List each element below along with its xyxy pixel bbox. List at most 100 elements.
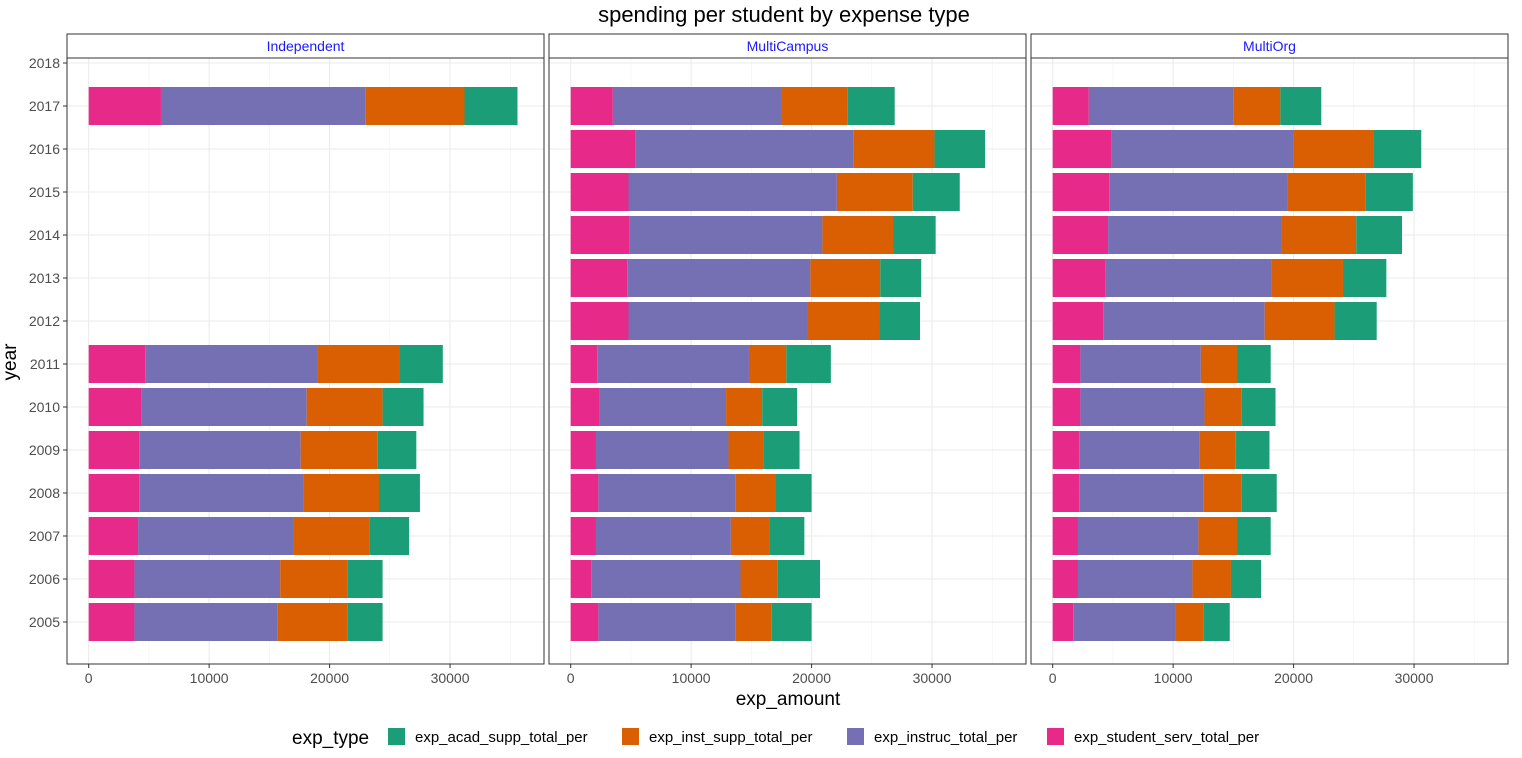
- bar-segment-exp-inst-supp-total-per: [1264, 302, 1335, 340]
- bar-segment-exp-acad-supp-total-per: [1334, 302, 1377, 340]
- bar-segment-exp-student-serv-total-per: [1052, 87, 1089, 125]
- bar-segment-exp-student-serv-total-per: [1052, 216, 1109, 254]
- bar-segment-exp-instruc-total-per: [591, 560, 741, 598]
- legend-label: exp_instruc_total_per: [874, 729, 1017, 746]
- y-tick-label: 2013: [29, 270, 60, 286]
- bar-segment-exp-instruc-total-per: [627, 259, 811, 297]
- bar-segment-exp-acad-supp-total-per: [880, 259, 922, 297]
- bar-segment-exp-student-serv-total-per: [570, 431, 596, 469]
- bar-segment-exp-inst-supp-total-per: [822, 216, 894, 254]
- bar-segment-exp-student-serv-total-per: [88, 431, 140, 469]
- facet-strip: [548, 33, 1027, 59]
- bar-segment-exp-student-serv-total-per: [1052, 173, 1110, 211]
- bar-segment-exp-student-serv-total-per: [1052, 474, 1080, 512]
- legend-label: exp_inst_supp_total_per: [649, 729, 812, 746]
- facet-strip-label: MultiCampus: [747, 38, 829, 54]
- y-tick-label: 2011: [30, 356, 60, 372]
- bar-segment-exp-acad-supp-total-per: [1356, 216, 1402, 254]
- bar-segment-exp-acad-supp-total-per: [771, 603, 812, 641]
- bar-segment-exp-student-serv-total-per: [88, 474, 140, 512]
- bar-segment-exp-inst-supp-total-per: [728, 431, 764, 469]
- y-tick-label: 2009: [29, 442, 60, 458]
- bar-segment-exp-instruc-total-per: [628, 173, 837, 211]
- bar-segment-exp-acad-supp-total-per: [847, 87, 895, 125]
- bar-segment-exp-student-serv-total-per: [570, 173, 629, 211]
- bar-segment-exp-student-serv-total-per: [570, 517, 596, 555]
- bar-segment-exp-acad-supp-total-per: [347, 603, 383, 641]
- bar-segment-exp-instruc-total-per: [595, 431, 729, 469]
- bar-segment-exp-student-serv-total-per: [570, 388, 600, 426]
- x-tick-label: 10000: [190, 670, 229, 686]
- bar-segment-exp-inst-supp-total-per: [1271, 259, 1343, 297]
- y-tick-label: 2006: [29, 571, 60, 587]
- x-tick-label: 20000: [792, 670, 831, 686]
- bar-segment-exp-instruc-total-per: [597, 345, 749, 383]
- bar-segment-exp-instruc-total-per: [1079, 474, 1204, 512]
- bar-segment-exp-acad-supp-total-per: [347, 560, 383, 598]
- bar-segment-exp-acad-supp-total-per: [777, 560, 821, 598]
- x-tick-label: 0: [85, 670, 93, 686]
- x-tick-label: 30000: [913, 670, 952, 686]
- bar-segment-exp-student-serv-total-per: [1052, 259, 1106, 297]
- facet-strip: [1030, 33, 1509, 59]
- bar-segment-exp-acad-supp-total-per: [769, 517, 805, 555]
- bar-segment-exp-inst-supp-total-per: [735, 474, 776, 512]
- bar-segment-exp-instruc-total-per: [598, 474, 736, 512]
- bar-segment-exp-inst-supp-total-per: [810, 259, 881, 297]
- panel-border: [548, 57, 1027, 665]
- bar-segment-exp-student-serv-total-per: [570, 259, 628, 297]
- bar-segment-exp-inst-supp-total-per: [836, 173, 913, 211]
- bar-segment-exp-instruc-total-per: [138, 517, 294, 555]
- y-tick-label: 2016: [29, 141, 60, 157]
- bar-segment-exp-acad-supp-total-per: [893, 216, 936, 254]
- legend-title: exp_type: [292, 728, 369, 749]
- x-tick-label: 10000: [672, 670, 711, 686]
- x-tick-label: 10000: [1154, 670, 1193, 686]
- y-tick-label: 2014: [29, 227, 60, 243]
- bar-segment-exp-acad-supp-total-per: [775, 474, 812, 512]
- bar-segment-exp-instruc-total-per: [160, 87, 366, 125]
- bar-segment-exp-instruc-total-per: [145, 345, 318, 383]
- bar-segment-exp-acad-supp-total-per: [378, 474, 420, 512]
- bar-segment-exp-instruc-total-per: [1080, 345, 1201, 383]
- bar-segment-exp-inst-supp-total-per: [1203, 474, 1242, 512]
- bar-segment-exp-instruc-total-per: [1111, 130, 1294, 168]
- chart-panels: Independent 0 10000 20000 30000 MultiCampus 0 1…: [66, 33, 1509, 686]
- legend-swatch: [622, 728, 639, 745]
- bar-segment-exp-student-serv-total-per: [570, 560, 592, 598]
- bar-segment-exp-instruc-total-per: [1077, 560, 1193, 598]
- panel-border: [66, 57, 545, 665]
- bar-segment-exp-student-serv-total-per: [1052, 345, 1081, 383]
- y-axis: 2005 2006 2007 2008 2009 2010 2011 2012 2013 2014…: [29, 55, 67, 630]
- chart-title: spending per student by expense type: [598, 2, 970, 27]
- x-tick-label: 30000: [1395, 670, 1434, 686]
- x-tick-label: 30000: [431, 670, 470, 686]
- legend-swatch: [1047, 728, 1064, 745]
- bar-segment-exp-acad-supp-total-per: [1230, 560, 1262, 598]
- bar-segment-exp-inst-supp-total-per: [1175, 603, 1204, 641]
- bar-segment-exp-acad-supp-total-per: [382, 388, 424, 426]
- y-tick-label: 2007: [29, 528, 60, 544]
- bar-segment-exp-student-serv-total-per: [570, 603, 599, 641]
- bar-segment-exp-student-serv-total-per: [570, 216, 630, 254]
- bar-segment-exp-instruc-total-per: [134, 560, 281, 598]
- bar-segment-exp-acad-supp-total-per: [1373, 130, 1422, 168]
- bar-segment-exp-inst-supp-total-per: [748, 345, 787, 383]
- legend-swatch: [388, 728, 405, 745]
- bar-segment-exp-instruc-total-per: [1109, 173, 1288, 211]
- bar-segment-exp-inst-supp-total-per: [781, 87, 848, 125]
- bar-segment-exp-acad-supp-total-per: [1236, 345, 1271, 383]
- bar-segment-exp-acad-supp-total-per: [763, 431, 800, 469]
- bar-segment-exp-acad-supp-total-per: [1241, 388, 1276, 426]
- bar-segment-exp-acad-supp-total-per: [1203, 603, 1230, 641]
- bar-segment-exp-student-serv-total-per: [88, 87, 161, 125]
- bar-segment-exp-student-serv-total-per: [1052, 302, 1104, 340]
- bar-segment-exp-inst-supp-total-per: [1199, 431, 1236, 469]
- bar-segment-exp-instruc-total-per: [141, 388, 307, 426]
- bar-segment-exp-acad-supp-total-per: [879, 302, 920, 340]
- bar-segment-exp-inst-supp-total-per: [300, 431, 378, 469]
- bar-segment-exp-student-serv-total-per: [88, 603, 135, 641]
- x-tick-label: 0: [567, 670, 575, 686]
- bar-segment-exp-student-serv-total-per: [88, 388, 142, 426]
